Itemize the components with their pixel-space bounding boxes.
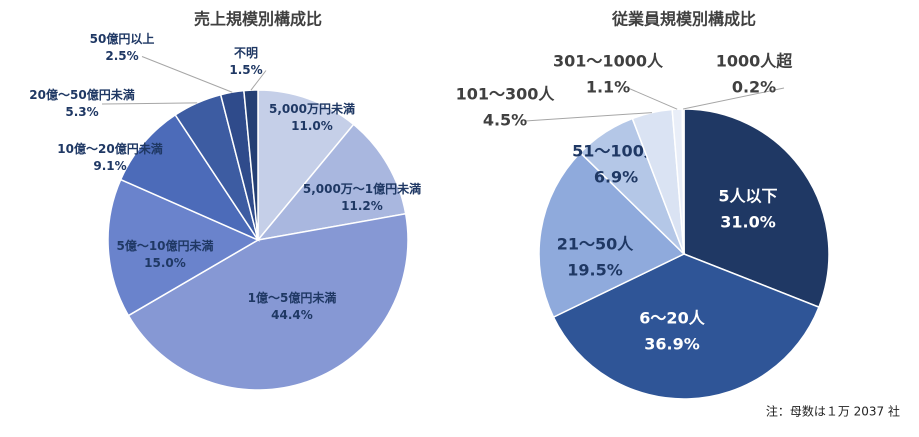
leader-line: [141, 56, 233, 93]
value-label: 1.5%: [229, 63, 262, 77]
value-label: 36.9%: [644, 335, 700, 354]
value-label: 31.0%: [720, 213, 776, 232]
value-label: 9.1%: [93, 159, 126, 173]
slice-label: 101～300人: [456, 85, 556, 104]
slice-label: 301～1000人: [553, 52, 664, 71]
pie-slice: [683, 108, 830, 309]
pie-slice: [257, 89, 355, 243]
slice-label: 50億円以上: [90, 31, 155, 46]
pie-slice: [538, 151, 686, 319]
slice-label: 20億～50億円未満: [29, 87, 134, 102]
slice-label: 51～100人: [572, 142, 661, 161]
slice-label: 6～20人: [639, 309, 705, 328]
slice-label: 1億～5億円未満: [248, 290, 337, 305]
leader-line: [250, 70, 267, 91]
slice-label: 5人以下: [718, 187, 777, 206]
value-label: 15.0%: [144, 256, 186, 270]
pie-slice: [256, 123, 407, 242]
slice-label: 21～50人: [557, 235, 635, 254]
leader-line: [682, 87, 785, 110]
value-label: 11.2%: [341, 199, 383, 213]
chart-title: 売上規模別構成比: [194, 10, 322, 29]
note: 注：母数は１万 2037 社: [766, 404, 900, 419]
slice-label: 5億～10億円未満: [116, 238, 213, 253]
slice-label: 5,000万円未満: [269, 101, 355, 116]
value-label: 5.3%: [65, 105, 98, 119]
leader-line: [524, 112, 652, 122]
value-label: 19.5%: [567, 261, 623, 280]
slice-label: 10億～20億円未満: [57, 141, 162, 156]
value-label: 6.9%: [594, 168, 638, 187]
value-label: 44.4%: [271, 308, 313, 322]
leader-line: [627, 87, 678, 110]
value-label: 2.5%: [105, 49, 138, 63]
value-label: 4.5%: [483, 111, 527, 130]
value-label: 0.2%: [732, 78, 776, 97]
slice-label: 5,000万～1億円未満: [303, 181, 421, 196]
value-label: 1.1%: [586, 78, 630, 97]
leader-line: [101, 102, 198, 105]
slice-label: 不明: [234, 46, 258, 60]
pie-slice: [127, 212, 409, 391]
pie-slice: [119, 113, 261, 242]
pie-slice: [552, 253, 820, 400]
chart-title: 従業員規模別構成比: [611, 10, 756, 29]
value-label: 11.0%: [291, 119, 333, 133]
pie-slice: [107, 178, 260, 317]
slice-label: 1000人超: [716, 52, 794, 71]
